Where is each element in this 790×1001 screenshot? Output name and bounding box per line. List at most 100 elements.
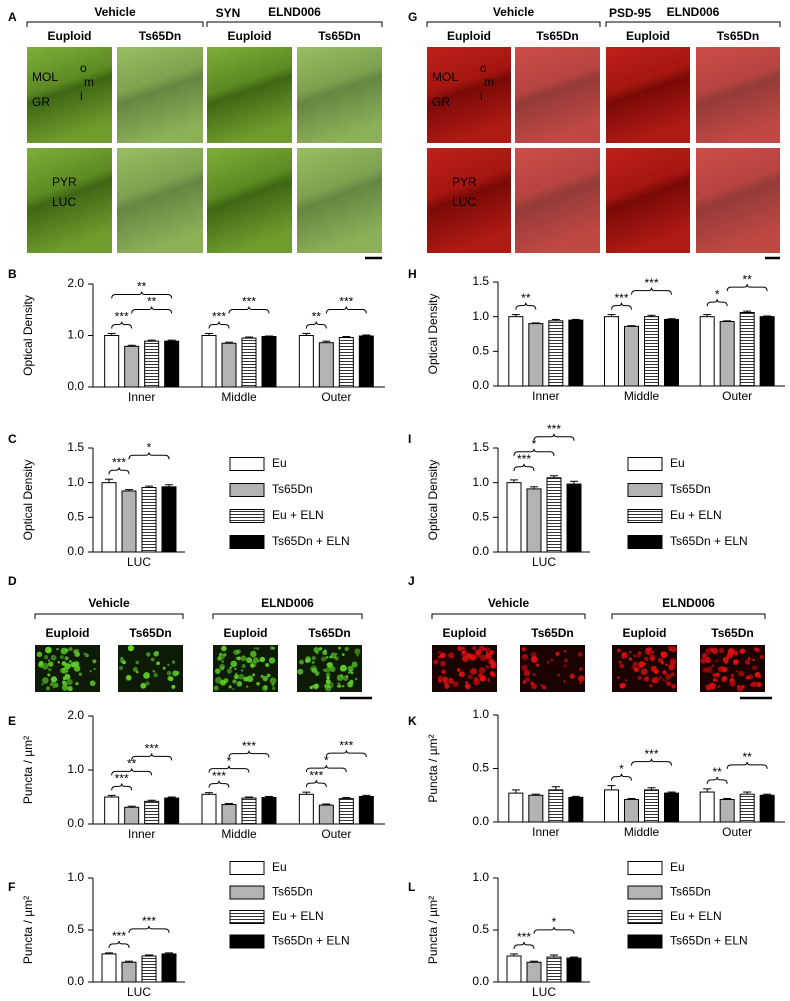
y-axis-title: Optical Density bbox=[21, 460, 35, 541]
puncta bbox=[219, 663, 225, 670]
y-tick-label: 1.5 bbox=[472, 274, 489, 288]
puncta bbox=[485, 665, 490, 669]
puncta bbox=[440, 660, 447, 667]
region-label: MOL bbox=[432, 70, 458, 84]
y-axis-title: Puncta / µm² bbox=[21, 736, 35, 804]
puncta bbox=[268, 657, 276, 664]
panel-letter: E bbox=[8, 714, 16, 728]
bar bbox=[506, 482, 522, 553]
puncta bbox=[480, 677, 484, 680]
puncta bbox=[562, 680, 566, 683]
puncta bbox=[64, 656, 69, 661]
micrograph bbox=[696, 47, 780, 143]
bar bbox=[506, 955, 522, 983]
legend-swatch bbox=[229, 885, 265, 900]
puncta bbox=[305, 655, 311, 662]
bar bbox=[261, 336, 277, 388]
puncta bbox=[238, 673, 245, 680]
group-bracket bbox=[605, 21, 781, 27]
column-label: Ts65Dn bbox=[129, 626, 171, 640]
significance-bracket bbox=[128, 925, 170, 933]
puncta bbox=[93, 668, 96, 671]
puncta bbox=[354, 677, 358, 681]
legend-swatch bbox=[627, 934, 663, 949]
bar bbox=[699, 791, 715, 823]
bar bbox=[318, 342, 334, 388]
bar bbox=[101, 953, 117, 983]
significance-bracket bbox=[111, 783, 133, 791]
puncta bbox=[263, 685, 268, 690]
puncta bbox=[234, 667, 237, 671]
puncta bbox=[340, 664, 347, 672]
bar bbox=[261, 797, 277, 825]
puncta bbox=[68, 660, 72, 663]
puncta bbox=[166, 670, 172, 676]
group-bracket bbox=[26, 21, 204, 27]
puncta bbox=[736, 685, 743, 692]
puncta bbox=[738, 670, 745, 677]
puncta bbox=[246, 675, 254, 683]
puncta bbox=[530, 652, 537, 658]
puncta bbox=[437, 655, 441, 659]
puncta bbox=[89, 680, 96, 687]
puncta bbox=[85, 653, 89, 658]
bar bbox=[604, 789, 619, 823]
puncta bbox=[651, 677, 658, 684]
puncta bbox=[342, 685, 345, 688]
bar bbox=[526, 488, 542, 553]
legend-label: Eu + ELN bbox=[272, 508, 324, 522]
y-tick-label: 1.0 bbox=[472, 309, 489, 323]
puncta bbox=[564, 658, 568, 663]
significance-bracket bbox=[325, 750, 367, 758]
puncta bbox=[739, 648, 746, 654]
puncta bbox=[489, 650, 494, 655]
puncta bbox=[68, 647, 73, 651]
region-label: PYR bbox=[452, 175, 477, 189]
puncta bbox=[241, 669, 244, 672]
puncta bbox=[643, 676, 650, 682]
puncta bbox=[662, 678, 665, 681]
legend-label: Ts65Dn + ELN bbox=[272, 534, 350, 548]
y-tick-label: 0.0 bbox=[67, 544, 84, 558]
group-bracket bbox=[34, 613, 184, 619]
column-label: Euploid bbox=[46, 626, 90, 640]
puncta bbox=[642, 662, 646, 666]
puncta bbox=[334, 656, 339, 661]
micrograph bbox=[27, 148, 112, 253]
puncta bbox=[38, 660, 44, 666]
puncta bbox=[218, 653, 225, 660]
y-tick-label: 0.0 bbox=[472, 378, 489, 392]
puncta bbox=[272, 646, 276, 650]
puncta bbox=[660, 651, 668, 659]
puncta bbox=[354, 648, 361, 655]
puncta bbox=[440, 655, 444, 659]
puncta bbox=[265, 663, 270, 667]
bar bbox=[104, 335, 120, 388]
x-tick-label: LUC bbox=[532, 555, 556, 569]
puncta bbox=[522, 680, 527, 684]
micrograph bbox=[207, 47, 292, 143]
puncta bbox=[628, 657, 633, 661]
puncta bbox=[750, 683, 753, 687]
puncta bbox=[59, 655, 64, 660]
puncta bbox=[619, 663, 625, 669]
puncta bbox=[756, 682, 762, 688]
puncta bbox=[631, 665, 635, 669]
bar bbox=[739, 312, 755, 387]
significance-label: *** bbox=[145, 742, 159, 756]
bar bbox=[568, 319, 584, 387]
panel-letter: K bbox=[408, 714, 417, 728]
legend-label: Ts65Dn bbox=[272, 482, 313, 496]
group-label: ELND006 bbox=[261, 596, 314, 610]
puncta bbox=[649, 654, 656, 661]
puncta bbox=[664, 679, 667, 683]
puncta bbox=[325, 655, 329, 659]
bar bbox=[101, 482, 117, 553]
column-label: Ts65Dn bbox=[308, 626, 350, 640]
puncta bbox=[74, 651, 80, 658]
puncta bbox=[717, 666, 724, 672]
y-tick-label: 0.5 bbox=[67, 922, 84, 936]
significance-label: ** bbox=[742, 272, 752, 286]
puncta bbox=[618, 660, 622, 664]
puncta bbox=[56, 647, 59, 651]
